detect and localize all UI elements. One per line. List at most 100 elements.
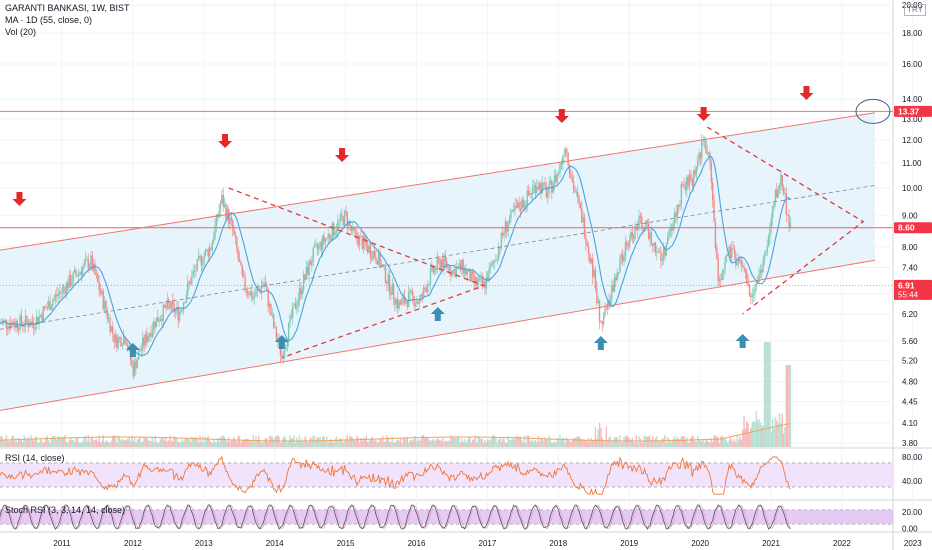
candle-body <box>223 204 226 207</box>
volume-bar <box>101 441 103 447</box>
candle-body <box>563 156 565 157</box>
candle <box>769 222 771 245</box>
volume-bar <box>778 413 781 447</box>
volume-bar <box>90 437 92 447</box>
volume-bar <box>785 365 788 447</box>
candle-body <box>57 293 59 297</box>
candle <box>73 265 76 274</box>
candle-body <box>694 170 696 175</box>
up-arrow-head <box>430 307 445 314</box>
candle-body <box>127 345 129 349</box>
candle-body <box>152 321 155 331</box>
candle <box>686 174 688 198</box>
candle <box>365 235 368 252</box>
candle-body <box>729 246 732 258</box>
volume-bar <box>518 436 520 447</box>
candle-body <box>241 265 244 275</box>
candle-body <box>560 163 563 164</box>
candle <box>461 259 463 276</box>
candle <box>225 201 227 223</box>
volume-bar <box>189 442 192 447</box>
price-tick-label: 11.00 <box>902 159 922 168</box>
volume-bar <box>429 441 432 447</box>
candle <box>667 232 669 245</box>
candle <box>42 305 44 322</box>
volume-bar <box>631 438 633 447</box>
candle <box>592 253 594 285</box>
candle-body <box>287 322 290 342</box>
candle-body <box>688 174 691 186</box>
candle <box>542 182 545 188</box>
volume-bar <box>324 441 327 447</box>
candle <box>136 357 139 369</box>
candle-body <box>728 246 730 255</box>
candle-body <box>493 260 496 263</box>
candle <box>627 240 629 252</box>
candle <box>285 344 287 351</box>
candle-body <box>72 272 74 283</box>
candle-body <box>64 287 66 294</box>
volume-bar <box>439 440 441 447</box>
candle-body <box>296 305 298 309</box>
candle-body <box>184 302 186 304</box>
currency-badge[interactable]: TRY <box>904 4 926 16</box>
candle <box>304 274 306 283</box>
candle-body <box>260 285 263 293</box>
volume-bar <box>496 442 498 447</box>
candle-body <box>255 290 257 297</box>
candle-body <box>698 152 700 160</box>
candle-body <box>682 184 684 185</box>
price-marker-0[interactable]: 13.37 <box>894 105 932 117</box>
candle <box>75 268 77 279</box>
candle <box>326 237 328 241</box>
candle <box>212 231 215 245</box>
volume-bar <box>137 439 140 447</box>
candle-body <box>116 335 118 348</box>
candle-body <box>635 226 638 231</box>
price-marker-1[interactable]: 8.60 <box>894 222 932 234</box>
candle-body <box>607 300 609 309</box>
volume-bar <box>65 441 68 447</box>
candle-body <box>244 276 246 289</box>
candle <box>302 270 305 293</box>
volume-bar <box>399 437 402 447</box>
volume-bar <box>73 441 76 447</box>
volume-bar <box>317 437 320 447</box>
volume-bar <box>493 435 496 447</box>
candle-body <box>281 355 283 356</box>
candle-body <box>317 245 320 249</box>
candle <box>553 169 556 191</box>
candle-body <box>200 256 203 266</box>
volume-bar <box>394 442 396 447</box>
volume-bar <box>294 442 297 447</box>
candle <box>450 266 452 282</box>
volume-bar <box>75 438 77 447</box>
candle <box>711 178 714 208</box>
volume-bar <box>726 442 729 447</box>
candle <box>97 271 99 283</box>
volume-bar <box>422 435 425 447</box>
volume-bar <box>657 441 659 447</box>
volume-bar <box>185 438 188 447</box>
candle-body <box>215 214 218 226</box>
volume-bar <box>732 441 734 447</box>
volume-bar <box>151 437 154 447</box>
candle-body <box>545 186 548 197</box>
price-marker-label: 6.91 <box>898 280 915 290</box>
volume-bar <box>677 439 680 447</box>
volume-bar <box>286 442 288 447</box>
candle-body <box>132 363 134 377</box>
candle-body <box>442 259 444 268</box>
candle <box>476 276 478 289</box>
volume-bar <box>157 442 159 447</box>
candle-body <box>301 289 303 295</box>
volume-bar <box>117 435 119 447</box>
candle <box>673 207 676 231</box>
volume-bar <box>582 439 584 447</box>
volume-bar <box>105 440 107 447</box>
volume-bar <box>11 436 13 447</box>
candle <box>24 309 27 333</box>
triangle-2013 <box>228 187 486 359</box>
